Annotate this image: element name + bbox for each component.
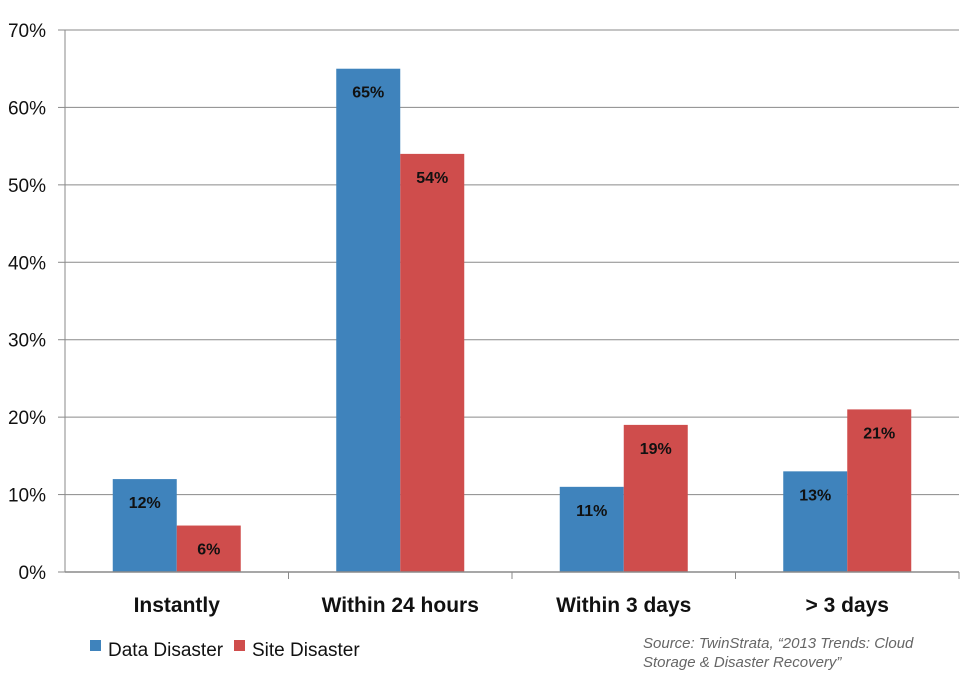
- x-category-label: Within 3 days: [556, 594, 691, 617]
- source-line-2: Storage & Disaster Recovery”: [643, 654, 842, 671]
- y-tick-label: 60%: [8, 98, 46, 119]
- legend-label: Site Disaster: [252, 640, 360, 661]
- data-label: 13%: [799, 487, 831, 504]
- bar-site-disaster: [400, 153, 465, 572]
- y-tick-label: 50%: [8, 176, 46, 197]
- x-axis: [64, 30, 960, 579]
- data-labels: 12% 6% 65% 54% 11% 19% 13% 21%: [129, 85, 896, 559]
- bar-data-disaster: [336, 68, 401, 572]
- bar-site-disaster: [176, 525, 241, 572]
- legend-label: Data Disaster: [108, 640, 224, 661]
- bar-site-disaster: [623, 424, 688, 572]
- x-category-label: Instantly: [134, 594, 221, 617]
- x-axis-category-labels: Instantly Within 24 hours Within 3 days > 3…: [134, 594, 889, 617]
- source-line-1: Source: TwinStrata, “2013 Trends: Cloud: [643, 635, 914, 652]
- y-tick-label: 20%: [8, 408, 46, 429]
- bar-site-disaster: [847, 409, 912, 572]
- bar-data-disaster: [112, 479, 177, 572]
- gridlines: [58, 29, 959, 573]
- bar-data-disaster: [783, 471, 848, 572]
- y-tick-label: 30%: [8, 331, 46, 352]
- legend: Data Disaster Site Disaster: [90, 640, 360, 661]
- y-tick-label: 40%: [8, 253, 46, 274]
- data-label: 12%: [129, 495, 161, 512]
- data-label: 54%: [416, 170, 448, 187]
- legend-swatch: [234, 640, 245, 651]
- y-axis-tick-labels: 0% 10% 20% 30% 40% 50% 60% 70%: [8, 21, 46, 584]
- x-category-label: > 3 days: [806, 594, 889, 617]
- x-category-label: Within 24 hours: [322, 594, 479, 617]
- data-label: 65%: [352, 85, 384, 102]
- legend-swatch: [90, 640, 101, 651]
- y-tick-label: 0%: [19, 563, 47, 584]
- source-note: Source: TwinStrata, “2013 Trends: Cloud …: [643, 635, 914, 671]
- bar-data-disaster: [559, 486, 624, 572]
- y-tick-label: 10%: [8, 486, 46, 507]
- data-label: 11%: [576, 503, 607, 520]
- y-tick-label: 70%: [8, 21, 46, 42]
- data-label: 21%: [863, 425, 895, 442]
- data-label: 6%: [197, 542, 220, 559]
- data-label: 19%: [640, 441, 672, 458]
- bars: [112, 68, 912, 572]
